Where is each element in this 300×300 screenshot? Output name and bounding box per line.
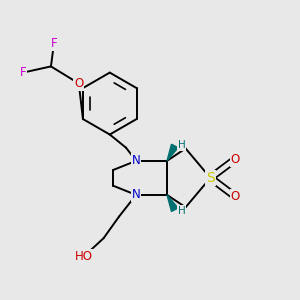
Text: F: F xyxy=(20,66,26,79)
Text: N: N xyxy=(132,188,140,201)
Text: S: S xyxy=(206,171,215,185)
Text: HO: HO xyxy=(74,250,92,263)
Text: N: N xyxy=(132,154,140,167)
Text: F: F xyxy=(51,37,57,50)
Text: O: O xyxy=(230,190,240,203)
Text: O: O xyxy=(230,153,240,166)
Polygon shape xyxy=(167,195,178,211)
Polygon shape xyxy=(167,144,178,161)
Text: O: O xyxy=(74,77,83,90)
Text: H: H xyxy=(178,206,185,216)
Text: H: H xyxy=(178,140,185,150)
